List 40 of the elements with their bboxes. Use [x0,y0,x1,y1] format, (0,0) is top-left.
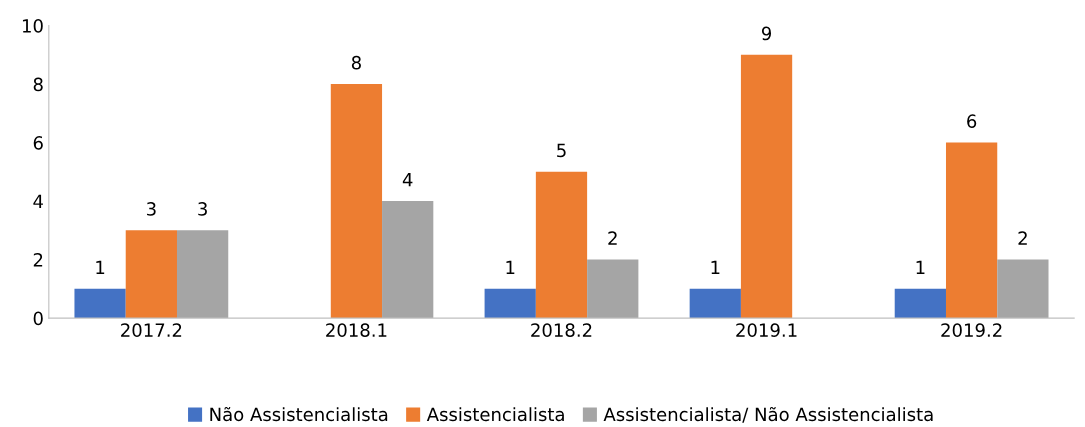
data-label: 1 [916,260,925,274]
bar [382,201,434,319]
bar [484,288,536,319]
legend-label: Assistencialista/ Não Assistencialista [603,406,933,423]
x-tick-label: 2018.1 [326,323,387,337]
bar [740,54,793,319]
bar [945,142,998,319]
data-label: 3 [198,202,207,216]
data-label: 4 [402,173,413,187]
data-label: 8 [351,55,361,70]
y-tick-label: 4 [33,194,43,208]
bar [125,230,177,319]
data-label: 2 [608,231,617,245]
data-label: 6 [967,114,977,129]
legend-label: Assistencialista [426,407,564,422]
data-label: 9 [761,26,772,41]
bar [176,230,229,319]
x-tick-label: 2017.2 [121,323,182,337]
data-label: 2 [1018,231,1027,245]
y-tick-label: 2 [33,253,43,267]
data-label: 1 [506,260,515,274]
x-tick-label: 2018.2 [531,323,592,337]
x-tick-label: 2019.1 [736,323,797,337]
y-tick-label: 10 [22,19,43,33]
y-tick-label: 6 [33,136,43,150]
bar [74,288,126,319]
x-tick-label: 2019.2 [941,323,1002,337]
bar [587,259,639,319]
data-label: 1 [96,260,105,274]
bar [689,288,741,319]
y-tick-label: 8 [33,77,43,92]
bar [997,259,1049,319]
data-label: 1 [711,260,720,274]
y-tick-label: 0 [33,311,43,326]
data-label: 5 [557,143,566,158]
legend-label: Não Assistencialista [210,406,388,422]
data-label: 3 [146,202,156,216]
bar [535,171,588,319]
bar [894,288,946,319]
bar [330,84,383,319]
